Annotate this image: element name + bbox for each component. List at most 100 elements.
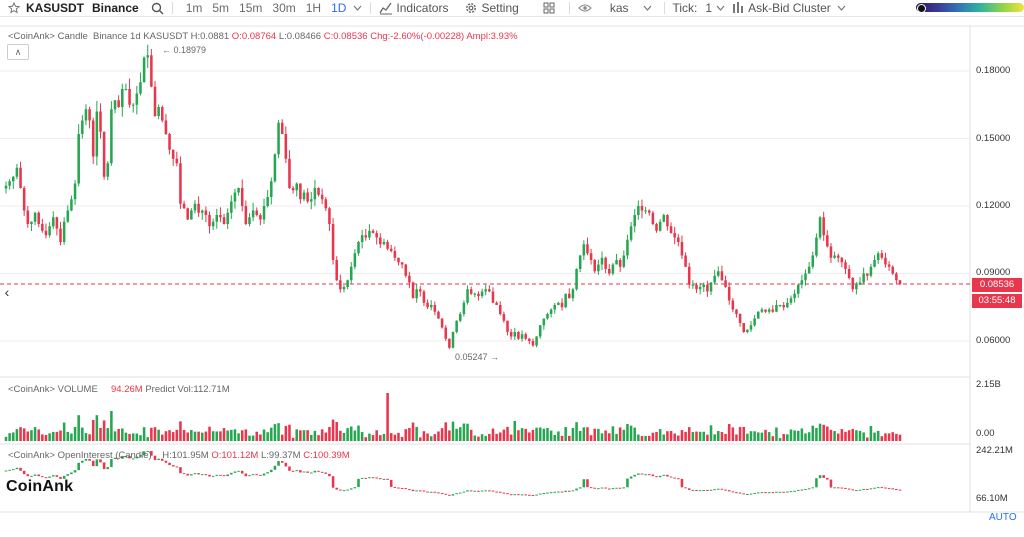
volume-bar (306, 430, 309, 441)
indicators-button[interactable]: Indicators (379, 1, 448, 15)
candle-body (855, 284, 858, 290)
timeframe-1H[interactable]: 1H (305, 1, 322, 15)
candle-body (440, 318, 444, 328)
volume-bar (110, 411, 113, 441)
candle-body (299, 183, 302, 200)
candle-body (171, 149, 175, 159)
candle-body (604, 257, 607, 269)
oi-candle (484, 490, 487, 492)
low-value: L:0.08466 (278, 31, 322, 42)
candle-body (611, 264, 615, 274)
candle-body (41, 224, 44, 231)
exchange-name[interactable]: Binance (92, 1, 139, 15)
oi-candle (157, 458, 160, 461)
volume-bar (48, 433, 51, 441)
candle-body (251, 210, 255, 218)
volume-bar (368, 433, 371, 441)
candle-body (233, 192, 237, 202)
oi-candle (280, 461, 284, 463)
timeframe-1m[interactable]: 1m (185, 1, 203, 15)
volume-bar (353, 430, 357, 441)
oi-candle (411, 489, 415, 492)
chevron-down-icon (837, 5, 846, 11)
volume-bar (19, 427, 22, 441)
oi-candle (11, 469, 15, 471)
collapse-toggle-icon[interactable]: ∧ (7, 44, 29, 60)
candle-body (822, 217, 825, 236)
divider (663, 2, 665, 14)
oi-candle (542, 492, 546, 494)
oi-candle (448, 494, 451, 496)
oi-candle (426, 491, 429, 493)
candle-body (462, 302, 466, 314)
volume-bar (771, 436, 775, 441)
oi-candle (121, 456, 124, 459)
timeframe-dropdown-icon[interactable] (353, 5, 362, 11)
search-icon[interactable] (151, 2, 164, 15)
volume-bar (411, 422, 415, 441)
volume-bar (509, 434, 513, 441)
oi-candle (735, 492, 738, 494)
timeframe-15m[interactable]: 15m (239, 1, 263, 15)
oi-candle (182, 473, 186, 475)
volume-bar (720, 432, 724, 441)
scroll-left-icon[interactable]: ‹ (4, 284, 10, 300)
volume-bar (626, 423, 629, 441)
volume-bar (309, 434, 313, 441)
volume-bar (415, 426, 418, 441)
volume-bar (280, 434, 284, 441)
oi-candle (408, 489, 411, 491)
symbol-name[interactable]: KASUSDT (26, 1, 85, 15)
volume-bar (291, 437, 295, 441)
heatmap-color-slider[interactable] (916, 3, 1024, 13)
volume-bar (193, 431, 197, 441)
candle-body (211, 221, 215, 227)
cluster-selector[interactable]: Ask-Bid Cluster (731, 1, 846, 15)
candle-body (215, 215, 219, 222)
timeframe-30m[interactable]: 30m (272, 1, 296, 15)
candle-body (549, 309, 553, 314)
countdown-tag: 03:55:48 (972, 294, 1022, 308)
candle-body (826, 235, 829, 247)
timeframe-1D[interactable]: 1D (331, 1, 347, 15)
oi-candle (266, 472, 269, 474)
grid-lines (0, 25, 1024, 513)
pane-interval: 1d (130, 31, 141, 42)
oi-candle (753, 492, 756, 494)
oi-candle (826, 477, 829, 480)
candle-body (128, 89, 131, 105)
volume-bar (244, 429, 248, 441)
volume-bar (731, 427, 735, 441)
auto-scale-button[interactable]: AUTO (989, 512, 1017, 523)
timeframe-5m[interactable]: 5m (212, 1, 230, 15)
volume-bar (77, 415, 80, 441)
price-axis-label: 0.09000 (976, 267, 1011, 278)
oi-candle (891, 488, 895, 490)
volume-bar (702, 431, 706, 441)
setting-button[interactable]: Setting (464, 1, 519, 15)
favorite-star-icon[interactable] (8, 2, 20, 14)
slider-knob[interactable] (917, 4, 926, 13)
volume-bar (775, 427, 778, 441)
max-price-label: ← 0.18979 (162, 45, 207, 55)
volume-bar (597, 428, 600, 441)
candle-body (197, 203, 200, 213)
layout-grid-icon[interactable] (543, 2, 555, 14)
volume-bar (186, 432, 189, 441)
oi-candle (673, 477, 676, 479)
candle-body (633, 215, 636, 227)
candle-body (818, 217, 822, 238)
eye-icon[interactable] (578, 3, 592, 13)
tick-selector[interactable]: Tick: 1 (673, 1, 726, 15)
oi-candle (582, 479, 586, 488)
volume-bar (88, 434, 91, 441)
volume-bar (604, 430, 607, 441)
volume-bar (157, 429, 160, 441)
symbol-search-field[interactable]: kas (610, 1, 652, 15)
candle-body (738, 314, 742, 323)
volume-bar (629, 425, 633, 441)
candle-body (237, 188, 240, 193)
volume-bar (262, 429, 266, 441)
chevron-down-icon (643, 5, 651, 11)
